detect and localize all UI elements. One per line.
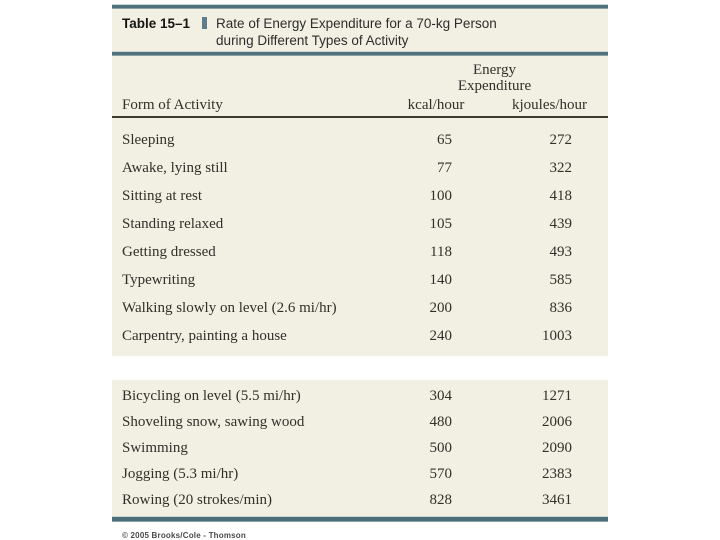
activity-cell: Typewriting — [122, 271, 196, 288]
table-section-1: Sleeping 65 272 Awake, lying still 77 322 Sitt… — [112, 118, 608, 356]
group-header-line2: Expenditure — [457, 78, 532, 94]
kjoules-cell: 439 — [549, 215, 573, 232]
activity-cell: Swimming — [122, 439, 188, 456]
header-rule — [112, 116, 608, 118]
kcal-cell: 480 — [429, 413, 453, 430]
activity-cell: Awake, lying still — [122, 159, 228, 176]
kjoules-cell: 1003 — [542, 327, 572, 344]
kjoules-cell: 1271 — [542, 387, 572, 404]
kjoules-cell: 2090 — [542, 439, 572, 456]
kjoules-cell: 418 — [549, 187, 573, 204]
table-section-2: Bicycling on level (5.5 mi/hr) 304 1271 Sho… — [112, 380, 608, 516]
table-number-label: Table 15–1 — [122, 16, 191, 31]
table-row: Swimming 500 2090 — [112, 435, 608, 461]
table-title-line1: Rate of Energy Expenditure for a 70-kg P… — [216, 16, 497, 31]
group-column-header: Energy Expenditure — [381, 60, 608, 94]
table-row: Getting dressed 118 493 — [112, 238, 608, 266]
kcal-cell: 500 — [429, 439, 453, 456]
copyright-notice: © 2005 Brooks/Cole - Thomson — [122, 531, 246, 540]
table-title-bar: Table 15–1 Rate of Energy Expenditure fo… — [112, 9, 608, 51]
table-lower-block: Bicycling on level (5.5 mi/hr) 304 1271 Sho… — [112, 380, 608, 516]
table-row: Jogging (5.3 mi/hr) 570 2383 — [112, 461, 608, 487]
activity-cell: Standing relaxed — [122, 215, 224, 232]
activity-cell: Rowing (20 strokes/min) — [122, 491, 272, 508]
kcal-cell: 118 — [430, 243, 452, 260]
table-row: Rowing (20 strokes/min) 828 3461 — [112, 487, 608, 513]
kjoules-cell: 322 — [549, 159, 573, 176]
activity-cell: Walking slowly on level (2.6 mi/hr) — [122, 299, 337, 316]
table-title: Rate of Energy Expenditure for a 70-kg P… — [216, 15, 497, 49]
kcal-cell: 105 — [429, 215, 453, 232]
table-title-line2: during Different Types of Activity — [216, 33, 409, 48]
table-row: Awake, lying still 77 322 — [112, 154, 608, 182]
activity-cell: Getting dressed — [122, 243, 216, 260]
table-row: Carpentry, painting a house 240 1003 — [112, 322, 608, 350]
activity-cell: Shoveling snow, sawing wood — [122, 413, 305, 430]
table-row: Shoveling snow, sawing wood 480 2006 — [112, 409, 608, 435]
activity-cell: Sitting at rest — [122, 187, 202, 204]
table-header: Energy Expenditure Form of Activity kcal… — [112, 56, 608, 116]
section-marker-icon — [202, 17, 208, 29]
kcal-cell: 240 — [429, 327, 453, 344]
kjoules-cell: 836 — [549, 299, 573, 316]
table-row: Walking slowly on level (2.6 mi/hr) 200 83… — [112, 294, 608, 322]
kjoules-cell: 2006 — [542, 413, 572, 430]
kcal-cell: 77 — [437, 159, 452, 176]
kjoules-cell: 493 — [549, 243, 573, 260]
kjoules-cell: 585 — [549, 271, 573, 288]
title-bottom-rule — [112, 51, 608, 56]
kcal-cell: 100 — [429, 187, 453, 204]
activity-cell: Jogging (5.3 mi/hr) — [122, 465, 239, 482]
activity-cell: Carpentry, painting a house — [122, 327, 287, 344]
kcal-cell: 304 — [429, 387, 453, 404]
activity-cell: Bicycling on level (5.5 mi/hr) — [122, 387, 301, 404]
column-header-activity: Form of Activity — [122, 97, 223, 113]
kjoules-cell: 272 — [549, 131, 573, 148]
table-row: Standing relaxed 105 439 — [112, 210, 608, 238]
column-header-kcal: kcal/hour — [407, 97, 465, 113]
table-row: Typewriting 140 585 — [112, 266, 608, 294]
table-row: Sleeping 65 272 — [112, 126, 608, 154]
kcal-cell: 200 — [429, 299, 453, 316]
kcal-cell: 140 — [429, 271, 453, 288]
kjoules-cell: 2383 — [542, 465, 572, 482]
bottom-rule — [112, 516, 608, 522]
kjoules-cell: 3461 — [542, 491, 572, 508]
top-rule — [112, 4, 608, 9]
kcal-cell: 65 — [437, 131, 452, 148]
section-divider-gap — [112, 356, 608, 380]
table-row: Sitting at rest 100 418 — [112, 182, 608, 210]
kcal-cell: 828 — [429, 491, 453, 508]
table-row: Bicycling on level (5.5 mi/hr) 304 1271 — [112, 383, 608, 409]
activity-cell: Sleeping — [122, 131, 175, 148]
energy-expenditure-table: Table 15–1 Rate of Energy Expenditure fo… — [112, 4, 608, 540]
table-upper-block: Energy Expenditure Form of Activity kcal… — [112, 56, 608, 356]
column-header-kjoules: kjoules/hour — [512, 97, 587, 113]
kcal-cell: 570 — [429, 465, 453, 482]
group-header-line1: Energy — [472, 62, 517, 78]
